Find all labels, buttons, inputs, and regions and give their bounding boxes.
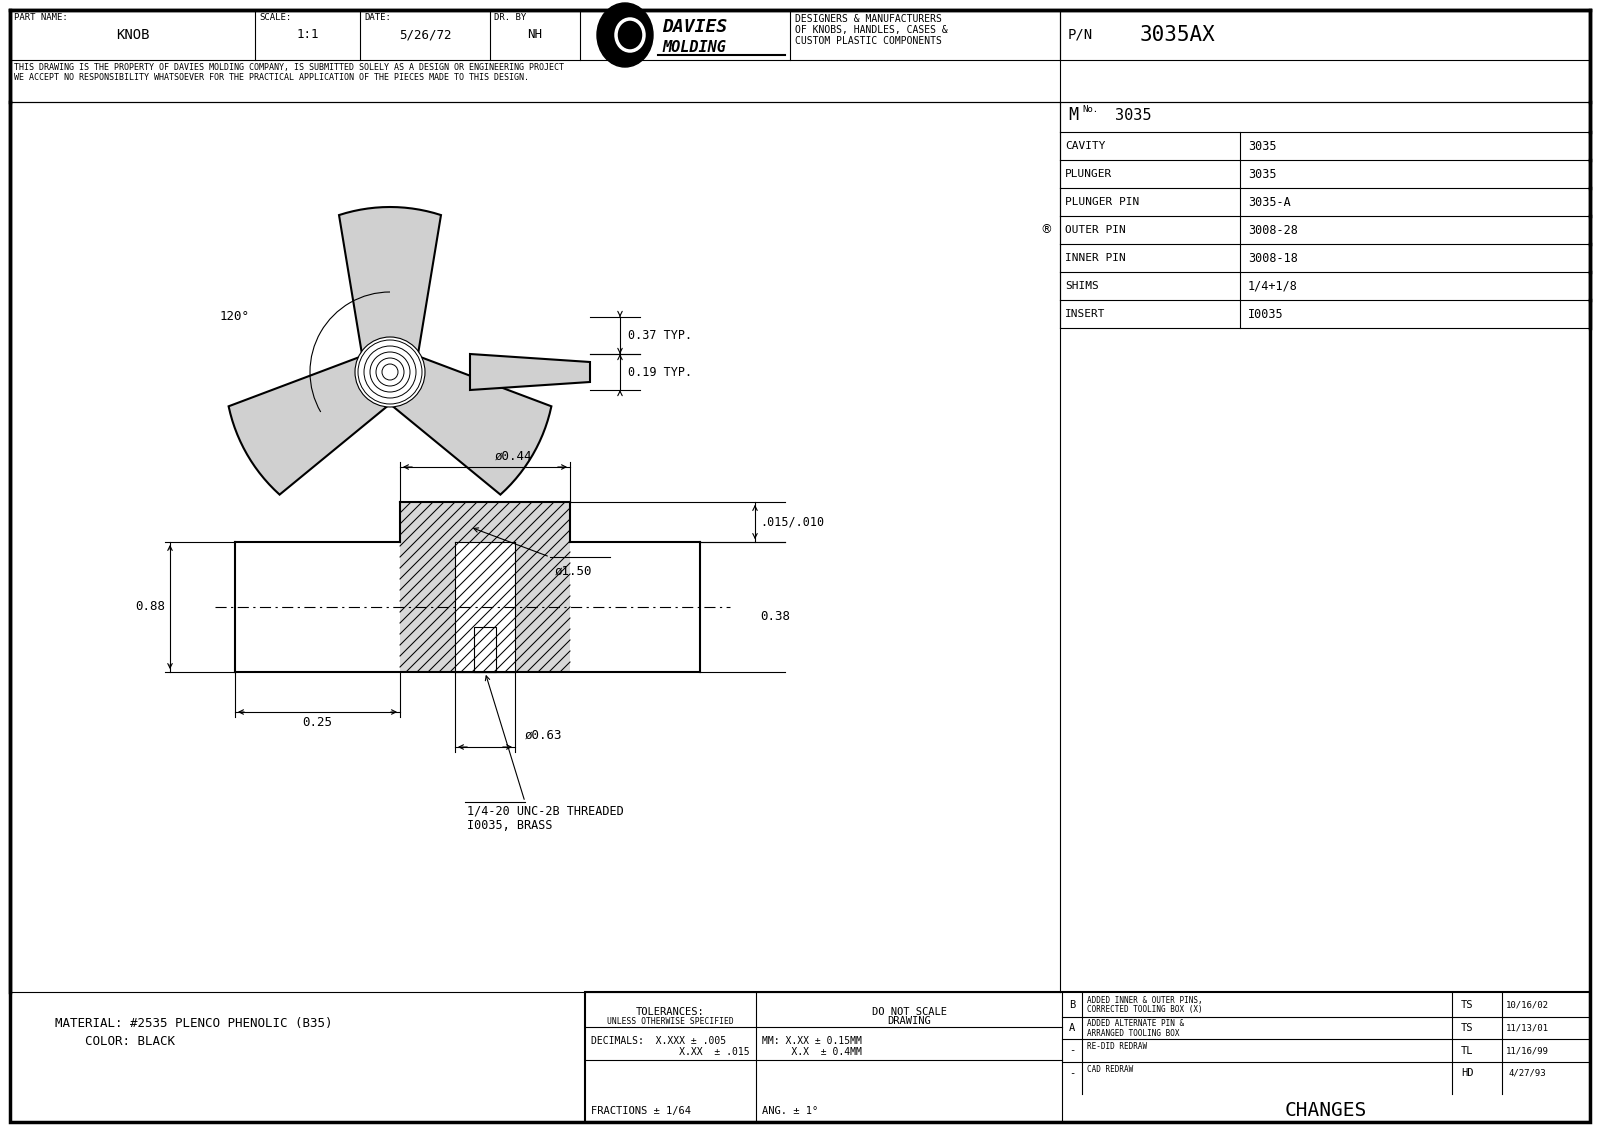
Bar (586, 992, 1590, 1122)
Text: TS: TS (1461, 1023, 1474, 1034)
Text: 3008-28: 3008-28 (1248, 223, 1298, 237)
Text: CORRECTED TOOLING BOX (X): CORRECTED TOOLING BOX (X) (1086, 1005, 1203, 1014)
Text: 3035: 3035 (1248, 139, 1277, 153)
Text: RE-DID REDRAW: RE-DID REDRAW (1086, 1041, 1147, 1050)
Text: NH: NH (528, 28, 542, 42)
Text: 1:1: 1:1 (296, 28, 318, 42)
Text: INNER PIN: INNER PIN (1066, 252, 1126, 263)
Text: 0.88: 0.88 (134, 600, 165, 614)
Text: DATE:: DATE: (365, 12, 390, 22)
Ellipse shape (616, 19, 643, 51)
Text: SCALE:: SCALE: (259, 12, 291, 22)
Text: P/N: P/N (1069, 28, 1093, 42)
Text: MOLDING: MOLDING (662, 40, 726, 54)
Polygon shape (229, 207, 552, 495)
Text: 120°: 120° (221, 310, 250, 324)
Text: 0.19 TYP.: 0.19 TYP. (627, 366, 693, 378)
Text: 3035: 3035 (1248, 168, 1277, 180)
Text: INSERT: INSERT (1066, 309, 1106, 319)
Text: OF KNOBS, HANDLES, CASES &: OF KNOBS, HANDLES, CASES & (795, 25, 947, 35)
Text: TL: TL (1461, 1046, 1474, 1055)
Bar (400, 501, 570, 672)
Text: TOLERANCES:: TOLERANCES: (637, 1007, 706, 1017)
Text: 5/26/72: 5/26/72 (398, 28, 451, 42)
Text: I0035, BRASS: I0035, BRASS (467, 818, 552, 832)
Text: 3035: 3035 (1115, 108, 1152, 122)
Text: 11/16/99: 11/16/99 (1506, 1046, 1549, 1055)
Text: X.XX  ± .015: X.XX ± .015 (590, 1047, 750, 1057)
Text: ANG. ± 1°: ANG. ± 1° (762, 1106, 818, 1116)
Text: COLOR: BLACK: COLOR: BLACK (54, 1035, 174, 1048)
Text: CHANGES: CHANGES (1285, 1101, 1366, 1121)
Text: KNOB: KNOB (115, 28, 149, 42)
Text: 0.37 TYP.: 0.37 TYP. (627, 329, 693, 342)
Text: THIS DRAWING IS THE PROPERTY OF DAVIES MOLDING COMPANY, IS SUBMITTED SOLELY AS A: THIS DRAWING IS THE PROPERTY OF DAVIES M… (14, 63, 563, 83)
Text: ø0.63: ø0.63 (525, 729, 563, 741)
Text: 0.25: 0.25 (302, 717, 333, 729)
Text: PART NAME:: PART NAME: (14, 12, 67, 22)
Text: SHIMS: SHIMS (1066, 281, 1099, 291)
Text: ø1.50: ø1.50 (555, 565, 592, 578)
Text: DESIGNERS & MANUFACTURERS: DESIGNERS & MANUFACTURERS (795, 14, 942, 24)
Text: -: - (1069, 1069, 1075, 1079)
Text: ø0.44: ø0.44 (494, 451, 533, 463)
Text: 3035-A: 3035-A (1248, 196, 1291, 208)
Text: 1/4-20 UNC-2B THREADED: 1/4-20 UNC-2B THREADED (467, 804, 624, 817)
Text: CAVITY: CAVITY (1066, 142, 1106, 151)
Text: DO NOT SCALE: DO NOT SCALE (872, 1007, 947, 1017)
Text: PLUNGER: PLUNGER (1066, 169, 1112, 179)
Text: 4/27/93: 4/27/93 (1509, 1069, 1546, 1078)
Text: FRACTIONS ± 1/64: FRACTIONS ± 1/64 (590, 1106, 691, 1116)
Text: PLUNGER PIN: PLUNGER PIN (1066, 197, 1139, 207)
Circle shape (355, 337, 426, 408)
Polygon shape (470, 354, 590, 391)
Text: 0.38: 0.38 (760, 610, 790, 624)
Text: X.X  ± 0.4MM: X.X ± 0.4MM (762, 1047, 862, 1057)
Text: DRAWING: DRAWING (886, 1017, 931, 1026)
Text: I0035: I0035 (1248, 308, 1283, 320)
Bar (454, 542, 515, 672)
Bar (474, 627, 496, 672)
Text: ADDED ALTERNATE PIN &: ADDED ALTERNATE PIN & (1086, 1020, 1184, 1029)
Text: 11/13/01: 11/13/01 (1506, 1023, 1549, 1032)
Text: A: A (1069, 1023, 1075, 1034)
Text: UNLESS OTHERWISE SPECIFIED: UNLESS OTHERWISE SPECIFIED (606, 1017, 734, 1026)
Text: ADDED INNER & OUTER PINS,: ADDED INNER & OUTER PINS, (1086, 996, 1203, 1005)
Text: 1/4+1/8: 1/4+1/8 (1248, 280, 1298, 292)
Text: MATERIAL: #2535 PLENCO PHENOLIC (B35): MATERIAL: #2535 PLENCO PHENOLIC (B35) (54, 1017, 333, 1030)
Text: MM: X.XX ± 0.15MM: MM: X.XX ± 0.15MM (762, 1036, 862, 1046)
Text: -: - (1069, 1046, 1075, 1055)
Bar (454, 542, 515, 672)
Text: TS: TS (1461, 1000, 1474, 1010)
Text: OUTER PIN: OUTER PIN (1066, 225, 1126, 235)
Text: M: M (1069, 106, 1078, 125)
Text: CAD REDRAW: CAD REDRAW (1086, 1065, 1133, 1074)
Text: No.: No. (1082, 105, 1098, 114)
Text: 3008-18: 3008-18 (1248, 251, 1298, 265)
Text: DR. BY: DR. BY (494, 12, 526, 22)
Text: 10/16/02: 10/16/02 (1506, 1000, 1549, 1009)
Text: .015/.010: .015/.010 (760, 515, 824, 529)
Text: DECIMALS:  X.XXX ± .005: DECIMALS: X.XXX ± .005 (590, 1036, 726, 1046)
Text: DAVIES: DAVIES (662, 18, 728, 36)
Text: ARRANGED TOOLING BOX: ARRANGED TOOLING BOX (1086, 1029, 1179, 1038)
Text: ®: ® (1040, 223, 1051, 237)
Text: HD: HD (1461, 1069, 1474, 1079)
Text: CUSTOM PLASTIC COMPONENTS: CUSTOM PLASTIC COMPONENTS (795, 36, 942, 46)
Text: 3035AX: 3035AX (1139, 25, 1216, 45)
Text: B: B (1069, 1000, 1075, 1010)
Ellipse shape (597, 3, 653, 67)
